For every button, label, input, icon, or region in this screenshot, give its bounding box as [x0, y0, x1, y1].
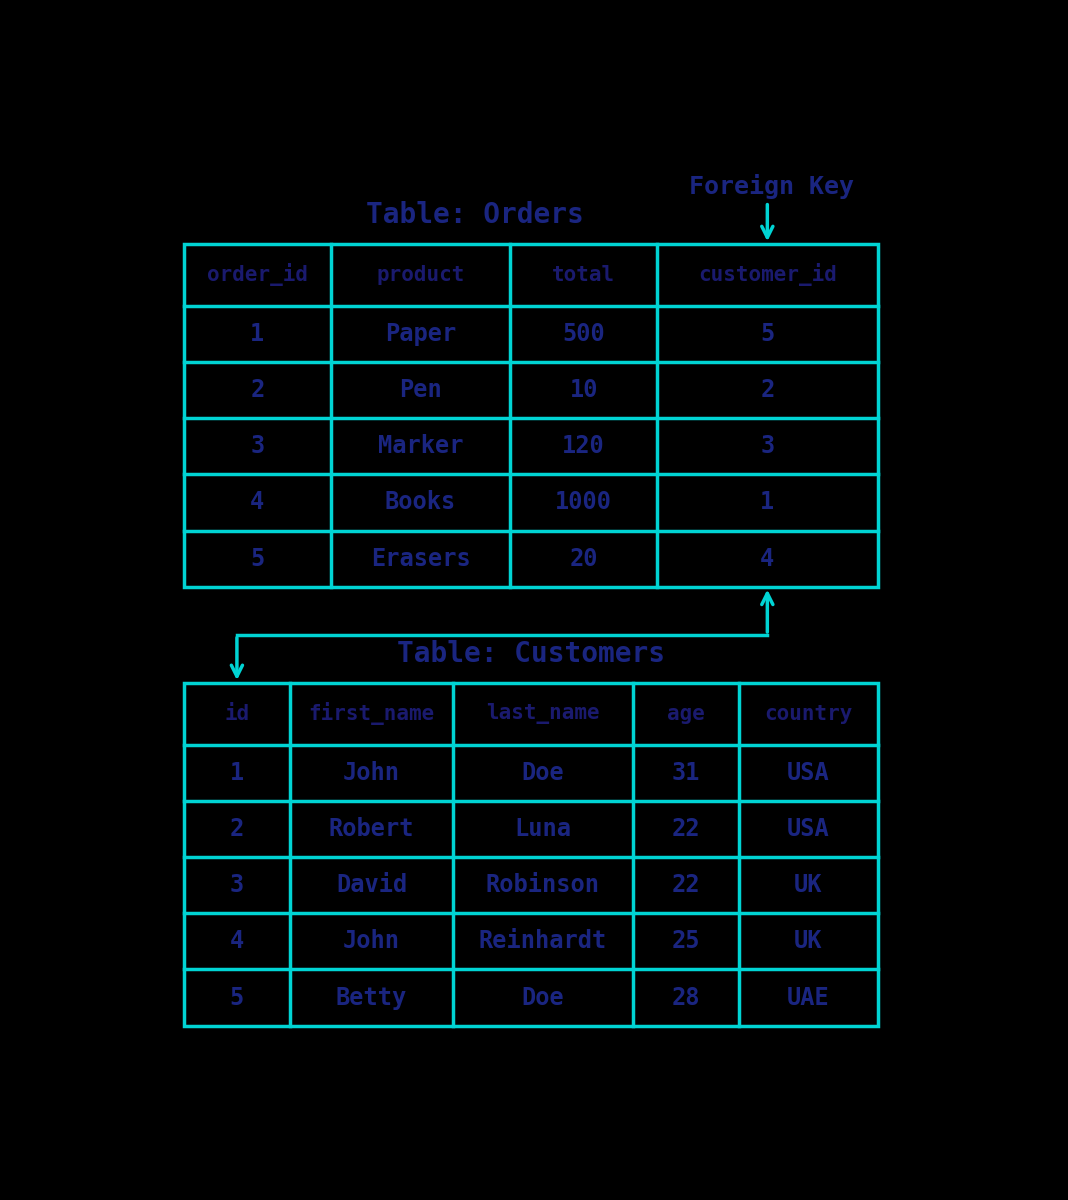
Text: order_id: order_id [207, 263, 308, 287]
Text: age: age [666, 703, 705, 724]
Text: 20: 20 [569, 547, 598, 571]
Text: customer_id: customer_id [697, 263, 836, 287]
Text: first_name: first_name [309, 702, 435, 725]
Text: 2: 2 [230, 817, 245, 841]
Text: 1: 1 [250, 322, 265, 346]
Text: Table: Orders: Table: Orders [366, 200, 584, 229]
Bar [184, 244, 878, 587]
Text: product: product [376, 265, 465, 284]
Text: Pen: Pen [399, 378, 442, 402]
Text: 4: 4 [760, 547, 774, 571]
Text: 5: 5 [250, 547, 265, 571]
Text: 2: 2 [760, 378, 774, 402]
Text: 1: 1 [760, 491, 774, 515]
Text: Marker: Marker [378, 434, 464, 458]
Text: 120: 120 [563, 434, 606, 458]
Text: Doe: Doe [521, 985, 564, 1009]
Text: 22: 22 [672, 817, 700, 841]
Text: 28: 28 [672, 985, 700, 1009]
Text: Reinhardt: Reinhardt [478, 929, 607, 953]
Text: id: id [224, 703, 250, 724]
Text: UK: UK [794, 874, 822, 898]
Text: Foreign Key: Foreign Key [689, 174, 853, 199]
Text: Table: Customers: Table: Customers [396, 640, 664, 667]
Text: John: John [343, 761, 400, 785]
Text: 4: 4 [250, 491, 265, 515]
Text: Erasers: Erasers [371, 547, 470, 571]
Text: country: country [764, 703, 852, 724]
Text: Luna: Luna [515, 817, 571, 841]
Text: Robert: Robert [329, 817, 414, 841]
Text: 10: 10 [569, 378, 598, 402]
Text: 3: 3 [230, 874, 245, 898]
Text: 5: 5 [230, 985, 245, 1009]
Text: 3: 3 [250, 434, 265, 458]
Text: UK: UK [794, 929, 822, 953]
Text: John: John [343, 929, 400, 953]
Text: 2: 2 [250, 378, 265, 402]
Text: Betty: Betty [336, 985, 407, 1009]
Text: total: total [552, 265, 615, 284]
Text: 3: 3 [760, 434, 774, 458]
Text: USA: USA [787, 761, 830, 785]
Text: USA: USA [787, 817, 830, 841]
Text: 25: 25 [672, 929, 700, 953]
Text: David: David [336, 874, 407, 898]
Text: last_name: last_name [486, 703, 600, 725]
Text: Doe: Doe [521, 761, 564, 785]
Text: 1: 1 [230, 761, 245, 785]
Text: UAE: UAE [787, 985, 830, 1009]
Text: 500: 500 [563, 322, 606, 346]
Text: 31: 31 [672, 761, 700, 785]
Bar [184, 683, 878, 1026]
Text: Books: Books [384, 491, 456, 515]
Text: Paper: Paper [384, 322, 456, 346]
Text: 1000: 1000 [555, 491, 612, 515]
Text: 4: 4 [230, 929, 245, 953]
Text: 5: 5 [760, 322, 774, 346]
Text: Robinson: Robinson [486, 874, 600, 898]
Text: 22: 22 [672, 874, 700, 898]
